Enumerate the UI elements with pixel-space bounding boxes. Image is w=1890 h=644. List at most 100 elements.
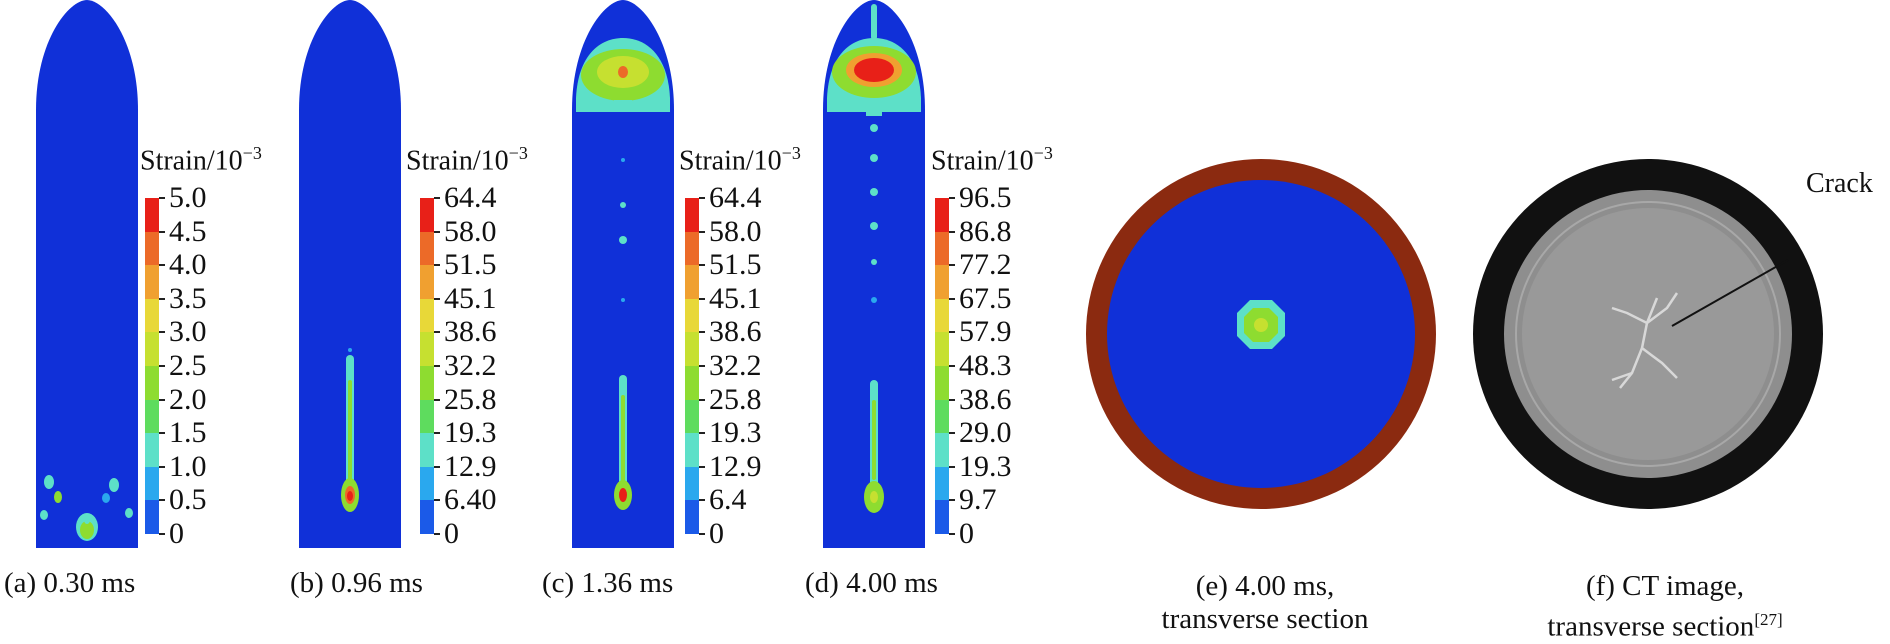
colorbar-d-tick-label: 86.8 [959, 214, 1012, 248]
crack-label: Crack [1806, 168, 1873, 199]
colorbar-a-tick-label: 3.0 [169, 315, 207, 349]
colorbar-d-tick [949, 197, 955, 199]
colorbar-c-tick-label: 51.5 [709, 248, 762, 282]
colorbar-b-tick-label: 25.8 [444, 382, 497, 416]
colorbar-c-segment [685, 231, 699, 266]
colorbar-c-tick [699, 331, 705, 334]
colorbar-c-tick [699, 365, 705, 367]
colorbar-c-segment [685, 466, 699, 501]
colorbar-d-tick-label: 77.2 [959, 248, 1012, 282]
colorbar-c-segment [685, 366, 699, 401]
colorbar-a: 5.0 4.5 4.0 3.5 3.0 2.5 2.0 1.5 1.0 0.5 0 [145, 183, 207, 549]
colorbar-d-tick [949, 264, 955, 267]
colorbar-b-segment [420, 231, 434, 266]
colorbar-b-tick [434, 365, 440, 367]
colorbar-c-tick-label: 38.6 [709, 315, 762, 349]
colorbar-a-tick [159, 365, 165, 367]
colorbar-b-segment [420, 366, 434, 401]
colorbar-c-tick [699, 499, 705, 502]
colorbar-a-tick-label: 2.0 [169, 382, 207, 416]
colorbar-c-segment [685, 433, 699, 468]
colorbar-c-tick [699, 297, 705, 300]
colorbar-d-tick [949, 297, 955, 300]
colorbar-d-tick-label: 67.5 [959, 281, 1012, 315]
colorbar-d-segment [935, 466, 949, 501]
colorbar-d-segment [935, 500, 949, 535]
colorbar-a-tick [159, 465, 165, 468]
colorbar-title-a: Strain/10−3 [140, 143, 262, 177]
colorbar-b-tick [434, 398, 440, 401]
colorbar-b-segment [420, 466, 434, 501]
colorbar-d-tick-label: 48.3 [959, 349, 1012, 382]
caption-f: (f) CT image, transverse section[27] [1547, 570, 1783, 643]
colorbar-a-tick-label: 1.0 [169, 449, 207, 483]
colorbar-d-tick [949, 499, 955, 502]
colorbar-d-tick-label: 29.0 [959, 416, 1012, 450]
colorbar-a-tick-label: 5.0 [169, 181, 207, 214]
colorbar-d-segment [935, 198, 949, 233]
colorbar-d-segment [935, 298, 949, 333]
colorbar-a-segment [145, 466, 159, 501]
colorbar-a-tick-label: 4.5 [169, 214, 207, 248]
colorbar-c-tick [699, 230, 705, 233]
colorbar-b-tick [434, 533, 440, 535]
colorbar-b-tick-label: 45.1 [444, 281, 497, 315]
colorbar-title-b: Strain/10−3 [406, 143, 528, 177]
transverse-section-simulation [1086, 159, 1436, 509]
contour-plot-b [299, 0, 401, 548]
colorbar-a-tick [159, 432, 165, 435]
colorbar-a-tick-label: 0.5 [169, 483, 207, 517]
colorbar-b-segment [420, 298, 434, 333]
colorbar-b-tick-label: 12.9 [444, 449, 497, 483]
colorbar-c-tick [699, 264, 705, 267]
colorbar-c-segment [685, 265, 699, 300]
colorbar-c-tick-label: 19.3 [709, 416, 762, 450]
colorbar-a-segment [145, 332, 159, 367]
colorbar-a-tick [159, 297, 165, 300]
colorbar-a-tick [159, 230, 165, 233]
colorbar-c-tick-label: 0 [709, 517, 724, 550]
colorbar-b-segment [420, 433, 434, 468]
colorbar-b-tick [434, 264, 440, 267]
colorbar-b-tick-label: 32.2 [444, 349, 497, 382]
colorbar-c-segment [685, 298, 699, 333]
ct-image [1473, 159, 1823, 509]
colorbar-c-tick-label: 45.1 [709, 281, 762, 315]
colorbar-b-tick [434, 465, 440, 468]
colorbar-d-tick [949, 230, 955, 233]
colorbar-c-tick [699, 197, 705, 199]
colorbar-a-segment [145, 231, 159, 266]
colorbar-a-tick [159, 533, 165, 535]
colorbar-b-segment [420, 500, 434, 535]
colorbar-a-tick-label: 1.5 [169, 416, 207, 450]
colorbar-c-tick-label: 6.4 [709, 483, 747, 517]
colorbar-title-c: Strain/10−3 [679, 143, 801, 177]
colorbar-c-tick [699, 533, 705, 535]
colorbar-b-tick-label: 58.0 [444, 214, 497, 248]
colorbar-d-tick-label: 57.9 [959, 315, 1012, 349]
crack-lines [1611, 292, 1679, 389]
colorbar-c-tick-label: 12.9 [709, 449, 762, 483]
colorbar-b-segment [420, 332, 434, 367]
colorbar-d-segment [935, 433, 949, 468]
colorbar-a-tick [159, 398, 165, 401]
colorbar-a-tick-label: 2.5 [169, 349, 207, 382]
colorbar-d-tick [949, 365, 955, 367]
colorbar-d-segment [935, 399, 949, 434]
colorbar-c: 64.4 58.0 51.5 45.1 38.6 32.2 25.8 19.3 12.9 6.4 0 [685, 183, 762, 549]
colorbar-a-tick [159, 499, 165, 502]
colorbar-d-tick [949, 398, 955, 401]
colorbar-c-tick-label: 64.4 [709, 181, 762, 214]
contour-plot-a [36, 0, 138, 548]
colorbar-a-tick [159, 264, 165, 267]
colorbar-c-segment [685, 332, 699, 367]
colorbar-b-segment [420, 198, 434, 233]
colorbar-d-segment [935, 332, 949, 367]
colorbar-d-segment [935, 366, 949, 401]
colorbar-a-segment [145, 500, 159, 535]
colorbar-d-tick-label: 96.5 [959, 181, 1012, 214]
colorbar-b-segment [420, 265, 434, 300]
colorbar-b-tick-label: 38.6 [444, 315, 497, 349]
colorbar-c-tick-label: 58.0 [709, 214, 762, 248]
colorbar-a-segment [145, 366, 159, 401]
